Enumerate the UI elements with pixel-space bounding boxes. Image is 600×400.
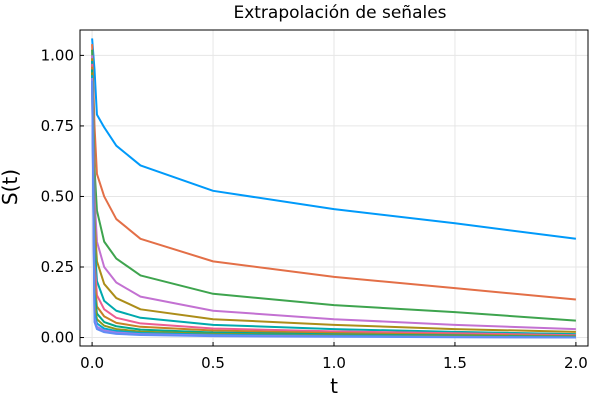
x-axis-label: t (330, 374, 338, 398)
grid (80, 30, 588, 346)
series-group (91, 38, 577, 339)
y-tick-label: 0.50 (41, 187, 74, 205)
y-tick-label: 1.00 (41, 46, 74, 64)
y-tick-label: 0.25 (41, 258, 74, 276)
y-tick-label: 0.00 (41, 329, 74, 347)
series-line-2 (91, 44, 576, 301)
series-line-8 (91, 66, 576, 338)
y-tick-label: 0.75 (41, 117, 74, 135)
series-line-3 (91, 49, 576, 322)
y-axis-label: S(t) (0, 169, 22, 205)
series-line-6 (91, 61, 576, 336)
tick-group: 0.0 0.5 1.0 1.5 2.0 0.00 0.25 0.50 0.75 1.00 (41, 46, 588, 372)
chart-title: Extrapolación de señales (233, 3, 446, 23)
x-tick-label: 0.0 (80, 354, 104, 372)
x-tick-label: 1.0 (322, 354, 346, 372)
series-line-1 (91, 38, 577, 240)
series-line-7 (91, 63, 576, 337)
x-tick-label: 0.5 (201, 354, 225, 372)
x-tick-label: 2.0 (564, 354, 588, 372)
x-tick-label: 1.5 (443, 354, 467, 372)
series-line-4 (91, 55, 576, 331)
series-line-13 (91, 80, 576, 339)
series-line-5 (91, 58, 576, 333)
